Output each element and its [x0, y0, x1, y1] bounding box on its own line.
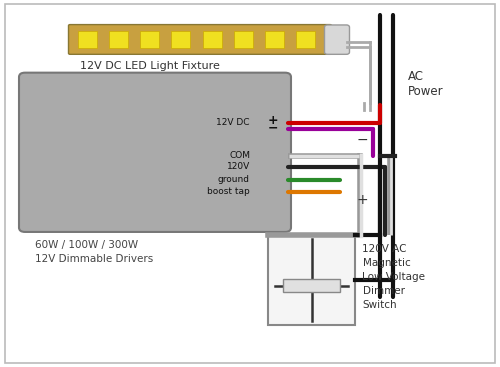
Text: AC
Power: AC Power	[408, 70, 443, 98]
Text: 60W / 100W / 300W
12V Dimmable Drivers: 60W / 100W / 300W 12V Dimmable Drivers	[35, 240, 153, 264]
Bar	[140, 31, 159, 48]
Text: 12V DC LED Light Fixture: 12V DC LED Light Fixture	[80, 61, 220, 70]
Text: −: −	[356, 132, 368, 146]
Text: 120V: 120V	[227, 163, 250, 171]
Bar	[109, 31, 128, 48]
Text: 12V DC: 12V DC	[216, 119, 250, 127]
FancyBboxPatch shape	[68, 25, 332, 54]
FancyBboxPatch shape	[324, 25, 349, 54]
Text: −: −	[268, 121, 278, 134]
Bar	[282, 279, 340, 292]
Text: boost tap: boost tap	[208, 187, 250, 196]
Text: +: +	[268, 114, 278, 127]
Bar	[171, 31, 190, 48]
Text: +: +	[356, 193, 368, 207]
Bar	[265, 31, 284, 48]
Bar	[78, 31, 96, 48]
Bar	[268, 235, 355, 325]
Bar	[202, 31, 222, 48]
Text: ground: ground	[218, 175, 250, 184]
Text: 120V AC
Magnetic
Low Voltage
Dimmer
Switch: 120V AC Magnetic Low Voltage Dimmer Swit…	[362, 244, 426, 310]
Bar	[234, 31, 253, 48]
Bar	[296, 31, 316, 48]
FancyBboxPatch shape	[19, 73, 291, 232]
Text: COM: COM	[229, 152, 250, 160]
